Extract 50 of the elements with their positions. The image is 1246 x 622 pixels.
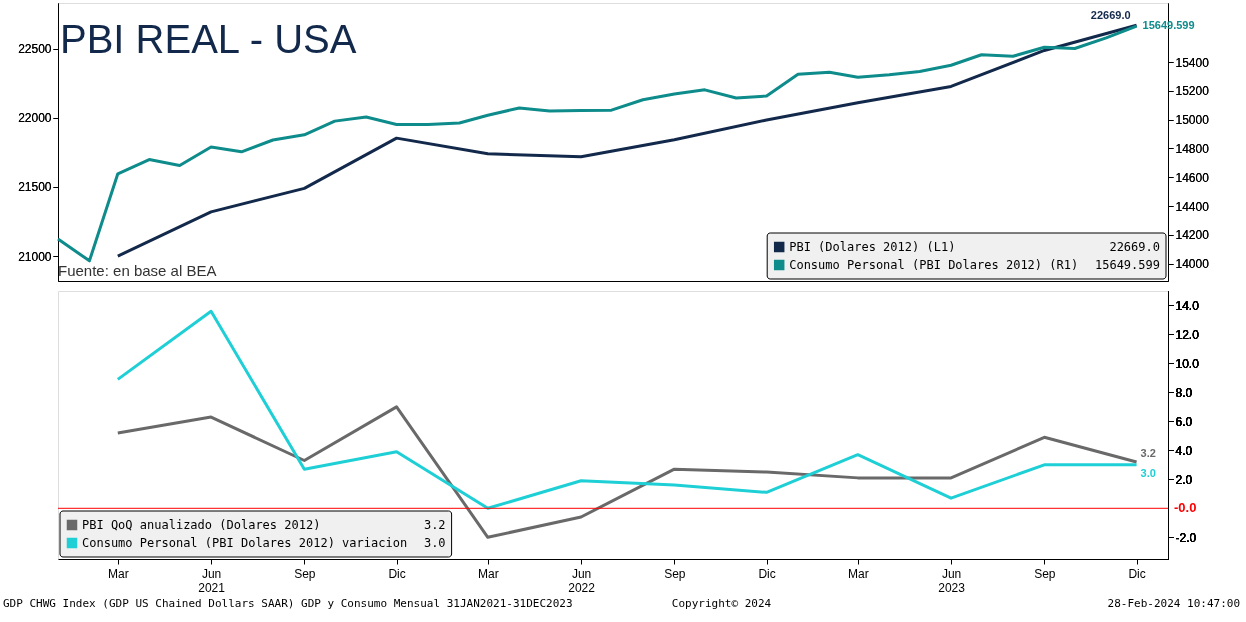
text: 22669.0 [1109, 240, 1160, 254]
y2-tick-label: 8.0 [1175, 385, 1193, 400]
y2-tick-label: 2.0 [1175, 472, 1193, 487]
legend-label: PBI (Dolares 2012) (L1) [789, 240, 956, 254]
y-tick-label: 21000 [18, 249, 52, 264]
x-tick-label: Jun 2021 [198, 566, 226, 595]
y-tick-label: 21500 [18, 180, 52, 195]
x-tick-label: Mar [847, 566, 869, 581]
data-label: 22669.0 [1090, 9, 1131, 22]
y2-tick-label: 15000 [1175, 113, 1210, 128]
y2-tick-label: 14000 [1175, 257, 1210, 272]
x-tick-label: Mar [107, 566, 129, 581]
data-label: 3.0 [1140, 466, 1156, 479]
chart-title: PBI REAL - USA [60, 17, 357, 61]
y2-tick-label: 14400 [1175, 199, 1210, 214]
y2-tick-label: 12.0 [1175, 327, 1200, 342]
text: 3.0 [423, 536, 446, 550]
legend-label: Consumo Personal (PBI Dolares 2012) (R1) [789, 258, 1079, 272]
x-tick-label: Sep [664, 566, 686, 581]
y2-tick-label: 15200 [1175, 84, 1210, 99]
y-tick-label: 22500 [18, 42, 52, 57]
y2-tick-label: 14800 [1175, 141, 1210, 156]
x-tick-label: Jun 2023 [938, 566, 966, 595]
y2-tick-label: 6.0 [1175, 414, 1193, 429]
x-tick-label: Dic [758, 566, 776, 581]
y2-tick-label: -2.0 [1175, 530, 1197, 545]
x-tick-label: Jun 2022 [568, 566, 596, 595]
y2-tick-label: 15400 [1175, 55, 1210, 70]
text: 28-Feb-2024 10:47:00 [1107, 597, 1240, 610]
x-tick-label: Sep [294, 566, 316, 581]
text: 3.2 [423, 518, 446, 532]
x-tick-label: Dic [388, 566, 406, 581]
x-tick-label: Mar [477, 566, 499, 581]
y-tick-label: 22000 [18, 111, 52, 126]
legend-label: Consumo Personal (PBI Dolares 2012) variacion [82, 536, 408, 550]
annotation: Fuente: en base al BEA [58, 262, 217, 279]
text: GDP CHWG Index (GDP US Chained Dollars SAAR) GDP y Consumo Mensual 31JAN2021-31DEC2023 [3, 597, 573, 610]
line-series [116, 309, 1139, 510]
y2-tick-label: 4.0 [1175, 443, 1193, 458]
legend-label: PBI QoQ anualizado (Dolares 2012) [82, 518, 321, 532]
y2-tick-label: 14200 [1175, 228, 1210, 243]
ref-line-label: -0.0 [1174, 500, 1197, 516]
x-tick-label: Dic [1128, 566, 1146, 581]
text: 15649.599 [1094, 258, 1160, 272]
y2-tick-label: 14600 [1175, 170, 1210, 185]
text: Copyright© 2024 [671, 597, 772, 610]
x-tick-label: Sep [1034, 566, 1056, 581]
data-label: 3.2 [1140, 446, 1156, 459]
y2-tick-label: 14.0 [1175, 298, 1200, 313]
y2-tick-label: 10.0 [1175, 356, 1200, 371]
